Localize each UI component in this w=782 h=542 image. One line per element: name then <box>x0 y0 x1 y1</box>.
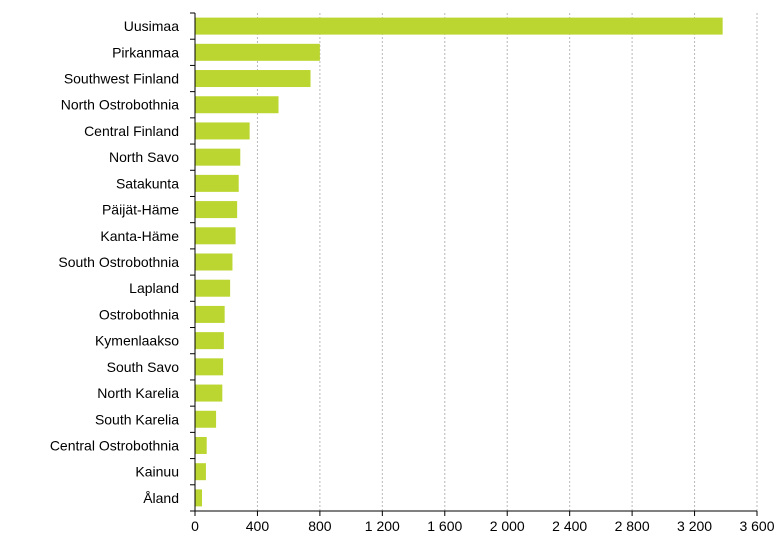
bar <box>195 43 320 61</box>
category-label: Central Ostrobothnia <box>50 437 179 453</box>
category-label: Southwest Finland <box>64 71 179 87</box>
category-labels: Uusimaa Pirkanmaa Southwest Finland North O… <box>50 18 179 506</box>
category-label: Central Finland <box>84 123 179 139</box>
category-label: North Karelia <box>97 385 179 401</box>
bar <box>195 17 723 35</box>
bar <box>195 489 203 507</box>
bar <box>195 227 236 245</box>
bar <box>195 410 217 428</box>
bar <box>195 332 224 350</box>
category-label: Kymenlaakso <box>95 333 179 349</box>
bar <box>195 96 279 114</box>
bar <box>195 305 225 323</box>
bars <box>195 17 723 507</box>
x-tick-label: 2 000 <box>490 518 525 534</box>
x-tick-label: 1 600 <box>427 518 462 534</box>
bar <box>195 201 238 219</box>
category-label: South Karelia <box>95 411 179 427</box>
category-label: Lapland <box>129 280 179 296</box>
bar <box>195 358 224 376</box>
bar <box>195 253 233 271</box>
axes <box>190 12 758 516</box>
x-tick-label: 2 800 <box>615 518 650 534</box>
bar <box>195 463 206 481</box>
category-label: South Ostrobothnia <box>58 254 179 270</box>
category-label: Kainuu <box>135 464 179 480</box>
category-label: Åland <box>143 490 179 506</box>
bar <box>195 436 207 454</box>
category-label: Pirkanmaa <box>112 44 179 60</box>
category-label: South Savo <box>107 359 180 375</box>
category-label: Kanta-Häme <box>100 228 179 244</box>
bar <box>195 384 223 402</box>
x-tick-label: 1 200 <box>365 518 400 534</box>
x-tick-labels: 0 400 800 1 200 1 600 2 000 2 400 2 800 3 200 3 6… <box>191 518 775 534</box>
category-label: North Savo <box>109 149 179 165</box>
x-tick-label: 2 400 <box>552 518 587 534</box>
category-label: Uusimaa <box>124 18 179 34</box>
bar <box>195 70 311 88</box>
x-tick-label: 0 <box>191 518 199 534</box>
category-label: North Ostrobothnia <box>61 97 179 113</box>
x-tick-label: 3 200 <box>677 518 712 534</box>
x-tick-label: 400 <box>246 518 270 534</box>
bar <box>195 174 239 192</box>
grid-lines <box>256 13 758 511</box>
x-tick-label: 3 600 <box>739 518 774 534</box>
category-label: Ostrobothnia <box>99 306 179 322</box>
bar <box>195 279 231 297</box>
category-label: Satakunta <box>116 175 179 191</box>
x-tick-label: 800 <box>308 518 332 534</box>
bar <box>195 148 241 166</box>
bar <box>195 122 250 140</box>
category-label: Päijät-Häme <box>102 202 179 218</box>
